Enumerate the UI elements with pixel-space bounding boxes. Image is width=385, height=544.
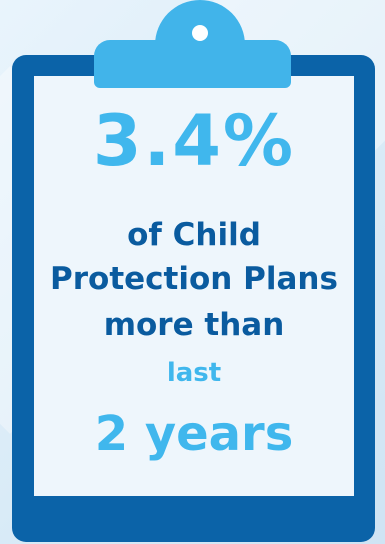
stat-line-4: last (166, 358, 222, 388)
clipboard-paper (34, 76, 354, 496)
stat-value: 3.4% (92, 100, 296, 182)
stat-line-5: 2 years (94, 406, 294, 462)
stat-line-3: more than (103, 307, 285, 343)
clip-hole-icon (192, 25, 208, 41)
stat-line-2: Protection Plans (50, 261, 338, 297)
stat-line-1: of Child (127, 217, 261, 253)
